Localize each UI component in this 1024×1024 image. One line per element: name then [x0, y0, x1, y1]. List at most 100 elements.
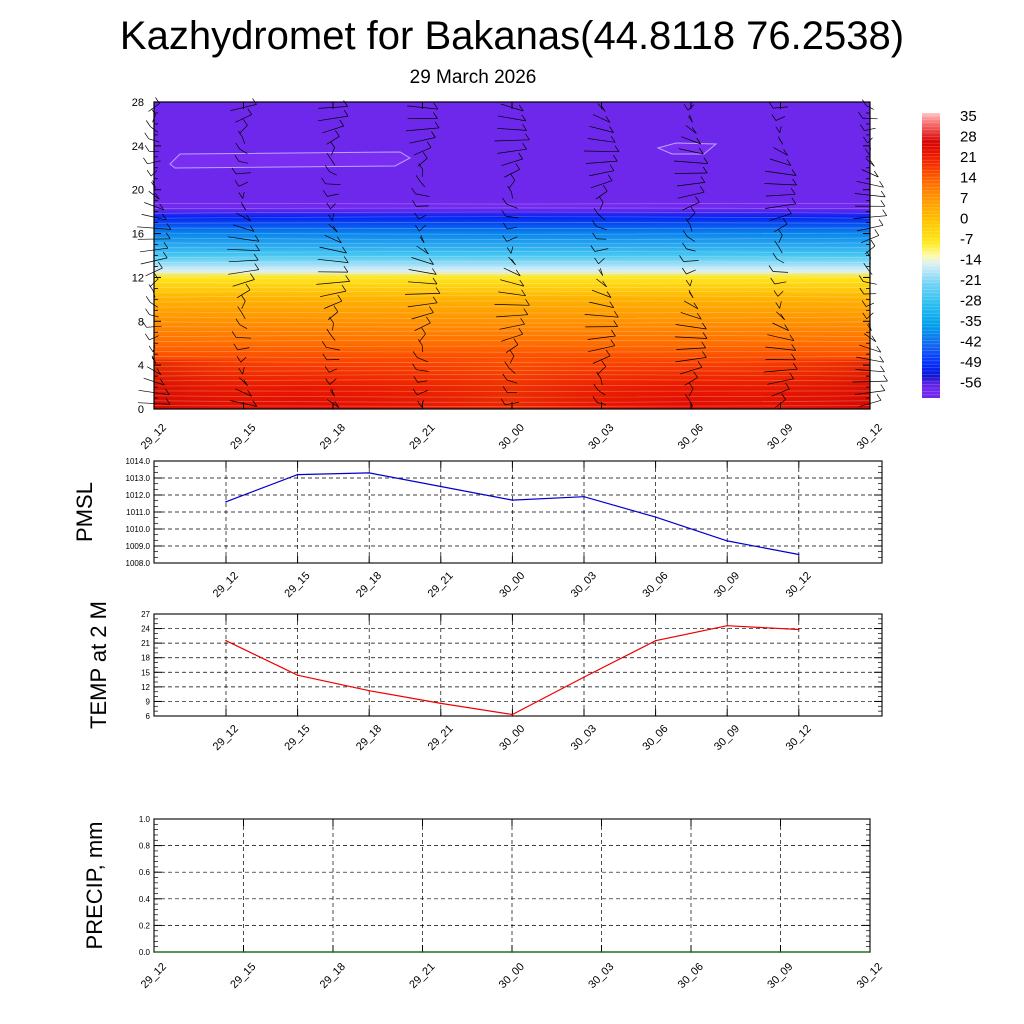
wind-barb-feather: [241, 203, 247, 211]
wind-barb: [329, 171, 337, 176]
wind-barb: [500, 279, 524, 287]
wind-barb-feather: [882, 209, 887, 216]
wind-barb-feather: [789, 334, 795, 341]
x-tick-label: 30_12: [784, 723, 814, 753]
data-point: [511, 499, 514, 501]
wind-barb: [415, 193, 430, 197]
data-point: [798, 628, 800, 631]
contour-line: [153, 261, 871, 263]
colorbar-label: 7: [960, 190, 968, 207]
contour-line: [153, 316, 871, 319]
wind-barb: [589, 301, 614, 308]
wind-barb: [596, 226, 607, 231]
wind-barb-feather: [862, 312, 867, 319]
wind-barb-feather: [778, 138, 784, 145]
wind-barb: [499, 323, 525, 330]
wind-barb: [417, 380, 428, 383]
wind-barb-feather: [515, 163, 520, 170]
wind-barb-feather: [690, 206, 696, 214]
contour-line: [153, 237, 871, 240]
wind-barb: [583, 150, 620, 153]
wind-barb: [411, 312, 434, 320]
wind-barb: [236, 289, 251, 299]
wind-barb: [773, 147, 788, 156]
data-point: [511, 951, 513, 953]
wind-barb-feather: [321, 341, 327, 348]
data-point: [726, 540, 728, 542]
wind-barb: [232, 279, 255, 287]
wind-barb-feather: [522, 143, 527, 150]
wind-barb: [232, 224, 255, 232]
wind-barb-feather: [503, 222, 508, 230]
wind-barb-feather: [521, 289, 526, 296]
x-tick-label: 29_18: [354, 723, 384, 753]
colorbar: 35 28 21 14 7 0 -7 -14 -21 -28 -35 -42 -49 -56: [922, 108, 982, 398]
wind-barb: [589, 125, 614, 133]
temp-2m-panel: 6 9 12 15 18 21 24 27 29_12 29_15 29_18 29_21 30_00 3…: [86, 601, 883, 753]
wind-barb-feather: [432, 296, 438, 303]
wind-barb-feather: [679, 255, 684, 262]
wind-barb: [501, 158, 523, 166]
wind-barb-feather: [145, 296, 151, 303]
wind-barb: [239, 148, 248, 155]
wind-barb-feather: [602, 280, 607, 288]
data-point: [153, 951, 155, 953]
data-point: [583, 676, 585, 678]
y-tick-label: 24: [141, 625, 150, 634]
wind-barb: [326, 136, 340, 145]
wind-barb-feather: [145, 308, 150, 315]
wind-barb: [416, 205, 429, 207]
wind-barb-feather: [412, 363, 417, 370]
wind-barb: [675, 357, 707, 363]
y-tick-label: 12: [141, 683, 150, 692]
wind-barb-feather: [702, 351, 707, 358]
x-tick-label: 29_12: [211, 570, 241, 600]
wind-barb-feather: [609, 301, 614, 308]
wind-barb-feather: [234, 155, 240, 162]
wind-barb-feather: [520, 318, 525, 325]
wind-barb-feather: [859, 287, 865, 295]
wind-barb: [327, 311, 339, 321]
x-tick-label: 30_06: [676, 422, 706, 452]
wind-barb-feather: [417, 339, 423, 346]
wind-barb-feather: [502, 235, 507, 242]
wind-barb-feather: [432, 268, 437, 275]
wind-barb-feather: [523, 308, 529, 315]
wind-barb-feather: [876, 394, 882, 401]
wind-barb-feather: [784, 324, 789, 331]
wind-barb: [409, 137, 436, 144]
wind-barb-feather: [601, 360, 606, 367]
wind-barb: [683, 260, 699, 262]
wind-barb-feather: [702, 322, 707, 330]
contour-line: [153, 361, 871, 363]
wind-barb-feather: [688, 116, 693, 123]
y-tick-label: 1009.0: [126, 542, 151, 551]
y-tick-label: 1.0: [139, 815, 151, 824]
y-tick-label: 27: [141, 610, 150, 619]
x-tick-label: 29_15: [228, 961, 258, 991]
colorbar-label: -21: [960, 272, 982, 289]
y-tick-label: 4: [138, 360, 144, 372]
y-tick-label: 0.6: [139, 868, 151, 877]
wind-barb: [769, 213, 792, 221]
wind-barb-feather: [241, 294, 246, 302]
y-tick-label: 9: [146, 697, 151, 706]
wind-barb: [421, 169, 424, 177]
x-tick-label: 30_06: [676, 961, 706, 991]
wind-barb: [595, 190, 608, 200]
wind-barb: [503, 267, 521, 277]
wind-barb: [597, 389, 606, 396]
wind-barb-feather: [791, 344, 796, 351]
data-point: [583, 495, 585, 498]
wind-barb-feather: [234, 180, 240, 187]
wind-barb: [319, 290, 347, 298]
wind-barb-feather: [773, 290, 779, 297]
wind-barb: [504, 169, 520, 178]
wind-barb-column: [763, 101, 798, 408]
wind-barb-feather: [333, 305, 339, 312]
wind-barb: [774, 281, 787, 285]
data-point: [600, 951, 603, 953]
wind-barb: [413, 147, 432, 156]
x-tick-label: 29_18: [318, 422, 348, 452]
chart-subtitle: 29 March 2026: [409, 67, 537, 88]
